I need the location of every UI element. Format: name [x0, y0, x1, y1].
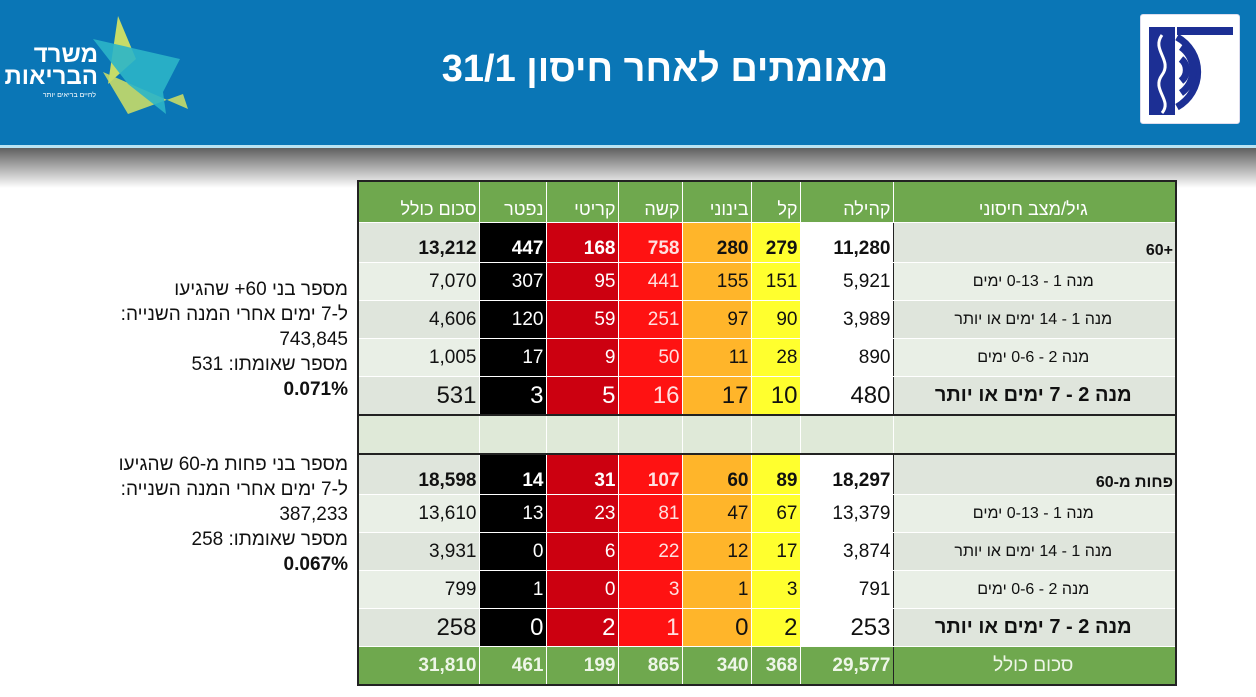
- row-label: מנה 1 - 0-13 ימים: [892, 262, 1177, 301]
- note-over-60: מספר בני 60+ שהגיעו ל-7 ימים אחרי המנה ה…: [10, 277, 348, 402]
- row-label: מנה 2 - 0-6 ימים: [892, 338, 1177, 377]
- ministry-of-health-logo: משרד הבריאות לחיים בריאים יותר: [4, 14, 198, 124]
- col-header-community: קהילה: [800, 181, 894, 223]
- header-banner: [0, 0, 1256, 145]
- col-header-sum: סכום כולל: [358, 181, 480, 223]
- row-label: מנה 1 - 0-13 ימים: [892, 494, 1177, 533]
- col-header-age-status: גיל/מצב חיסוני: [892, 181, 1177, 223]
- percent-under-60: 0.067%: [283, 554, 348, 575]
- grand-total-label: סכום כולל: [892, 646, 1177, 686]
- table-row: 7,070 307 95 441 155 151 5,921 מנה 1 - 0…: [358, 262, 1177, 301]
- group-label: פחות מ-60: [892, 453, 1177, 495]
- row-label: מנה 2 - 0-6 ימים: [892, 570, 1177, 609]
- col-header-critical: קריטי: [546, 181, 619, 223]
- row-label: מנה 1 - 14 ימים או יותר: [892, 300, 1177, 339]
- table-row: 3,931 0 6 22 12 17 3,874 מנה 1 - 14 ימים…: [358, 532, 1177, 571]
- page-title: מאומתים לאחר חיסון 31/1: [441, 48, 889, 90]
- star-logo-icon: [93, 16, 188, 114]
- col-header-deceased: נפטר: [479, 181, 547, 223]
- group-total-row: 18,598 14 31 107 60 89 18,297 פחות מ-60: [358, 453, 1177, 495]
- spacer-row: [358, 414, 1177, 455]
- group-total-row: 13,212 447 168 758 280 279 11,280 +60: [358, 222, 1177, 263]
- confirmed-cases-table: סכום כולל נפטר קריטי קשה בינוני קל קהילה…: [357, 180, 1177, 686]
- row-label: מנה 1 - 14 ימים או יותר: [892, 532, 1177, 571]
- header-divider: [0, 145, 1256, 148]
- percent-over-60: 0.071%: [283, 379, 348, 400]
- table-row: 4,606 120 59 251 97 90 3,989 מנה 1 - 14 …: [358, 300, 1177, 339]
- table-header-row: סכום כולל נפטר קריטי קשה בינוני קל קהילה…: [358, 181, 1177, 223]
- menorah-snake-emblem-icon: [1149, 27, 1233, 115]
- table-row: 1,005 17 9 50 11 28 890 מנה 2 - 0-6 ימים: [358, 338, 1177, 377]
- table-row: 13,610 13 23 81 47 67 13,379 מנה 1 - 0-1…: [358, 494, 1177, 533]
- col-header-moderate: בינוני: [682, 181, 752, 223]
- col-header-severe: קשה: [618, 181, 683, 223]
- ministry-emblem: [1140, 14, 1240, 124]
- note-under-60: מספר בני פחות מ-60 שהגיעו ל-7 ימים אחרי …: [10, 452, 348, 577]
- logo-text-line1: משרד: [33, 41, 98, 68]
- col-header-mild: קל: [751, 181, 801, 223]
- row-label: מנה 2 - 7 ימים או יותר: [892, 608, 1177, 647]
- grand-total-row: 31,810 461 199 865 340 368 29,577 סכום כ…: [358, 646, 1177, 686]
- table-row: 799 1 0 3 1 3 791 מנה 2 - 0-6 ימים: [358, 570, 1177, 609]
- group-label: +60: [892, 222, 1177, 263]
- table-row-highlight: 531 3 5 16 17 10 480 מנה 2 - 7 ימים או י…: [358, 376, 1177, 416]
- row-label: מנה 2 - 7 ימים או יותר: [892, 376, 1177, 416]
- logo-text-line2: הבריאות: [4, 63, 99, 90]
- table-row-highlight: 258 0 2 1 0 2 253 מנה 2 - 7 ימים או יותר: [358, 608, 1177, 647]
- logo-slogan: לחיים בריאים יותר: [42, 92, 96, 99]
